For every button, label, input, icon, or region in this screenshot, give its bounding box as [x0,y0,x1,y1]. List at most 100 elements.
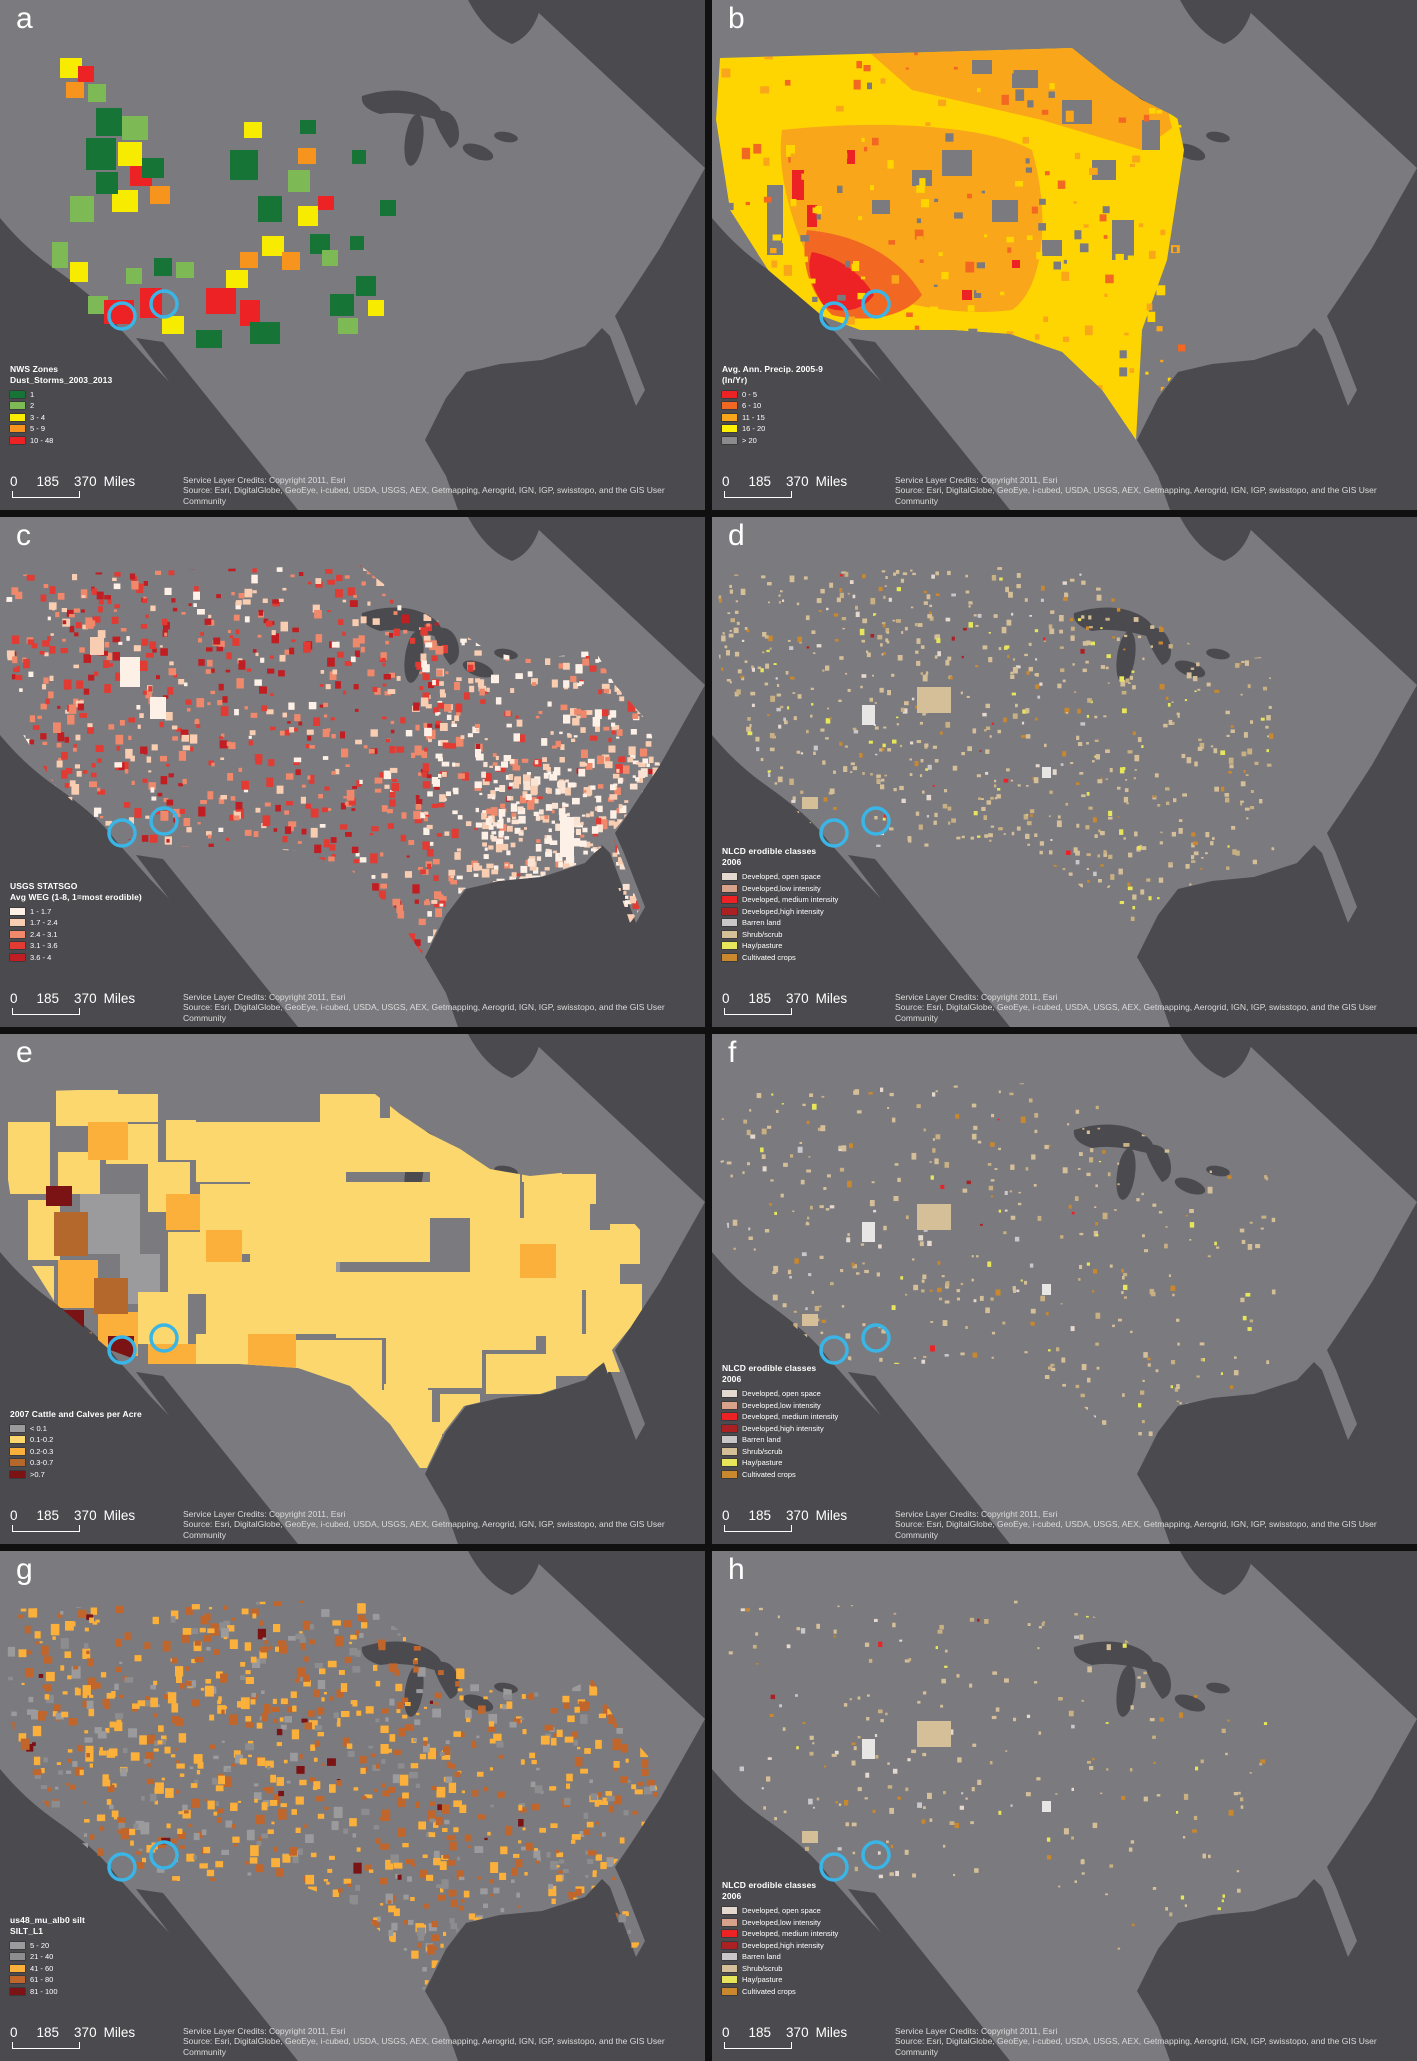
scale-bracket [12,491,80,498]
panel-letter: c [16,519,31,552]
scale-bracket [724,1525,792,1532]
legend-label: Cultivated crops [742,1469,796,1479]
legend-item: 11 - 15 [722,412,823,424]
legend-label: 21 - 40 [30,1952,54,1962]
scale-label-max: 370 [74,474,97,489]
legend-label: Developed, medium intensity [742,1929,839,1939]
scale-bar: 0 185 370 Miles [722,991,847,1015]
legend-swatch [10,1964,25,1972]
scale-label-zero: 0 [722,991,730,1006]
scale-label-mid: 185 [36,474,60,489]
legend-swatch [722,402,737,410]
scale-bar: 0 185 370 Miles [722,1508,847,1532]
legend-label: 41 - 60 [30,1963,54,1973]
legend-swatch [10,436,25,444]
legend-items: Developed, open space Developed,low inten… [722,1905,838,1997]
legend-item: 0.3-0.7 [10,1457,142,1469]
legend-item: Barren land [722,1434,838,1446]
legend-swatch [722,1459,737,1467]
legend-swatch [10,930,25,938]
service-credits: Service Layer Credits: Copyright 2011, E… [183,475,698,507]
legend-label: >0.7 [30,1469,45,1479]
legend-swatch [722,1941,737,1949]
legend-label: Developed, medium intensity [742,895,839,905]
legend-swatch [722,1976,737,1984]
legend-swatch [722,1907,737,1915]
legend-item: 2.4 - 3.1 [10,929,142,941]
legend-swatch [722,873,737,881]
legend-swatch [10,953,25,961]
legend-item: > 20 [722,435,823,447]
legend-label: Barren land [742,918,781,928]
scale-unit: Miles [103,2025,136,2040]
legend-item: Developed, medium intensity [722,894,838,906]
legend-swatch [10,1447,25,1455]
map-panel-f: f NLCD erodible classes 2006 Developed, … [712,1034,1417,1544]
legend-item: Developed,low intensity [722,883,838,895]
scale-labels: 0 185 370 Miles [10,2025,135,2040]
scale-label-mid: 185 [36,1508,60,1523]
legend-item: 16 - 20 [722,423,823,435]
scale-bracket [724,2042,792,2049]
scale-labels: 0 185 370 Miles [722,991,847,1006]
legend-item: Cultivated crops [722,952,838,964]
legend-label: 1 - 1.7 [30,906,52,916]
scale-labels: 0 185 370 Miles [10,1508,135,1523]
legend-item: Cultivated crops [722,1986,838,1998]
legend-swatch [10,1941,25,1949]
legend-label: Developed, open space [742,1389,821,1399]
panel-letter: b [728,2,745,35]
scale-bracket [724,1008,792,1015]
legend-label: Cultivated crops [742,1986,796,1996]
credits-line1: Service Layer Credits: Copyright 2011, E… [183,2025,346,2036]
legend-swatch [722,1390,737,1398]
legend-label: Developed, open space [742,1906,821,1916]
legend-swatch [722,1930,737,1938]
scale-label-max: 370 [74,1508,97,1523]
scale-bracket [724,491,792,498]
map-legend: NLCD erodible classes 2006 Developed, op… [722,846,838,963]
credits-line1: Service Layer Credits: Copyright 2011, E… [183,991,346,1002]
legend-item: 0.1-0.2 [10,1434,142,1446]
legend-swatch [722,1470,737,1478]
legend-items: Developed, open space Developed,low inten… [722,1388,838,1480]
legend-item: < 0.1 [10,1423,142,1435]
legend-label: 0.1-0.2 [30,1435,54,1445]
legend-label: 1 [30,389,35,399]
us-map-canvas [712,0,1417,510]
scale-label-max: 370 [74,2025,97,2040]
panel-letter: d [728,519,745,552]
legend-swatch [10,1987,25,1995]
panel-letter: f [728,1036,737,1069]
legend-swatch [10,390,25,398]
legend-item: Developed, open space [722,1388,838,1400]
scale-label-zero: 0 [722,2025,730,2040]
legend-label: Shrub/scrub [742,1446,783,1456]
legend-item: 61 - 80 [10,1974,85,1986]
credits-line1: Service Layer Credits: Copyright 2011, E… [895,991,1058,1002]
legend-item: 21 - 40 [10,1951,85,1963]
legend-item: 3.1 - 3.6 [10,940,142,952]
legend-swatch [722,425,737,433]
legend-item: 0.2-0.3 [10,1446,142,1458]
legend-title-line1: NWS Zones [10,363,59,374]
legend-item: 2 [10,400,112,412]
legend-item: 3 - 4 [10,412,112,424]
scale-label-zero: 0 [722,1508,730,1523]
legend-item: Shrub/scrub [722,1963,838,1975]
legend-item: Cultivated crops [722,1469,838,1481]
scale-labels: 0 185 370 Miles [722,2025,847,2040]
legend-title-line2: 2006 [722,857,742,867]
legend-swatch [722,1401,737,1409]
service-credits: Service Layer Credits: Copyright 2011, E… [183,992,698,1024]
credits-line1: Service Layer Credits: Copyright 2011, E… [895,2025,1058,2036]
legend-label: 0.3-0.7 [30,1458,54,1468]
legend-title-line1: NLCD erodible classes [722,846,817,856]
legend-label: Barren land [742,1435,781,1445]
legend-swatch [10,907,25,915]
scale-unit: Miles [103,991,136,1006]
legend-label: 2.4 - 3.1 [30,929,58,939]
scale-bar: 0 185 370 Miles [722,474,847,498]
legend-label: 0.2-0.3 [30,1446,54,1456]
